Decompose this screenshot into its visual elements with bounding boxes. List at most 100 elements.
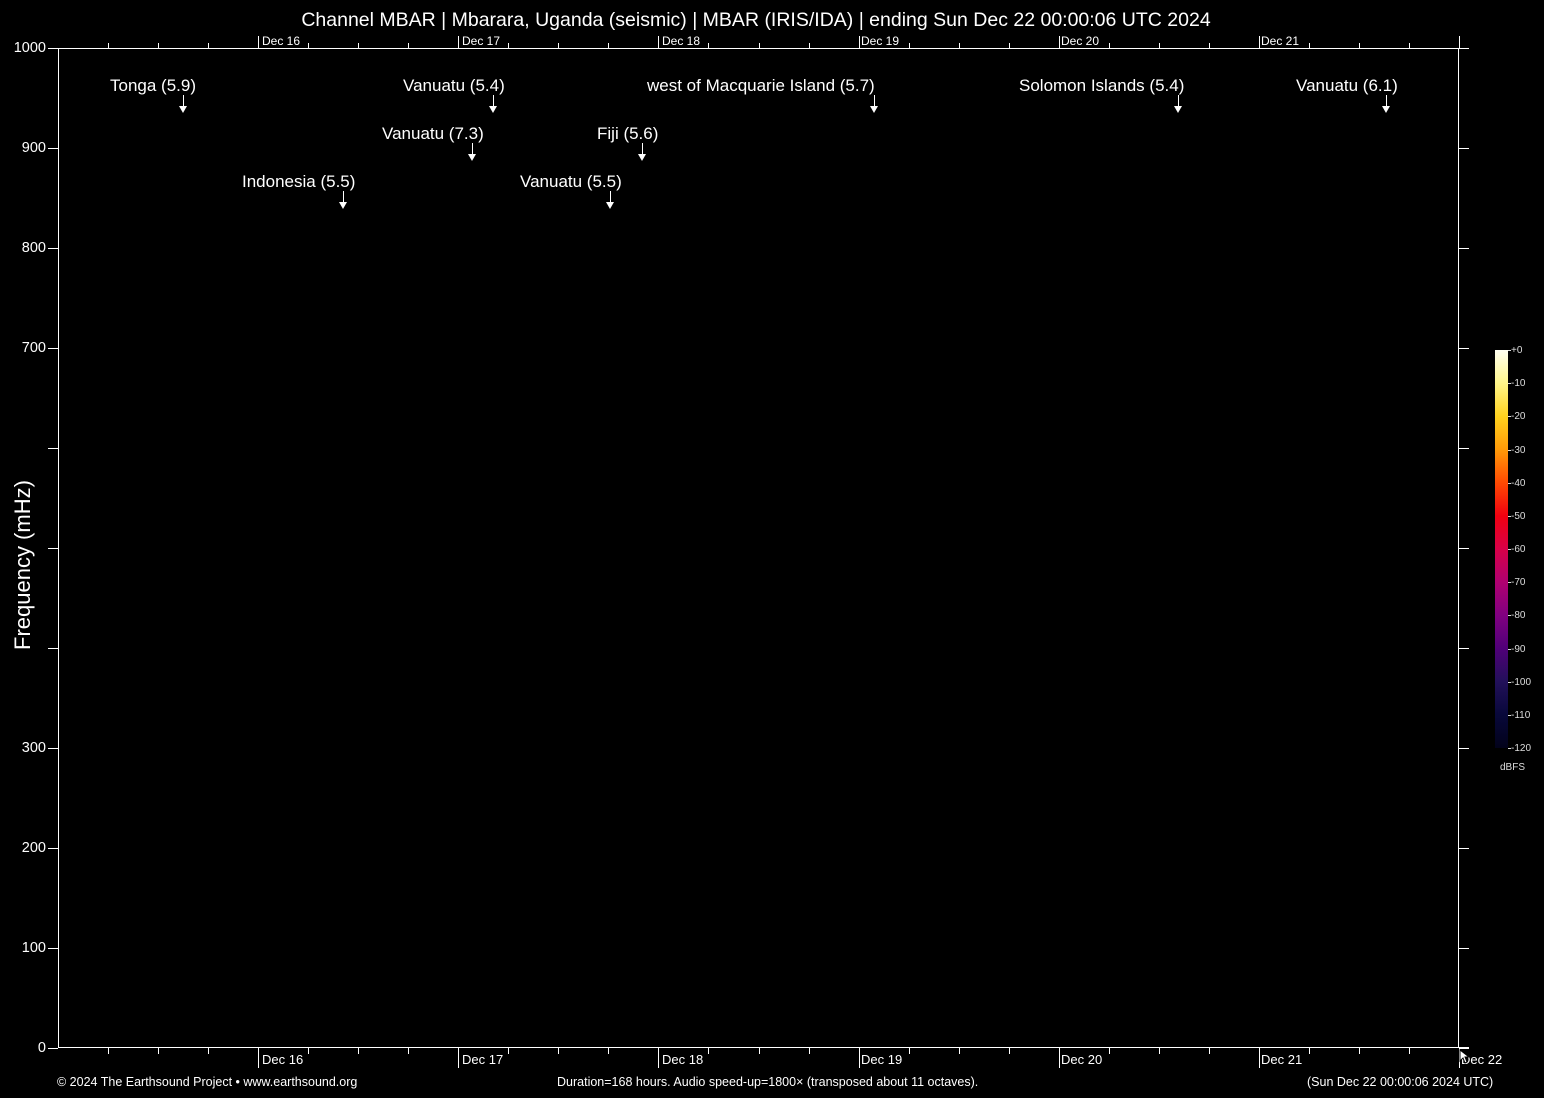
colorbar-tick	[1508, 549, 1511, 550]
top-minor-tick	[408, 43, 409, 48]
bottom-minor-tick	[558, 1048, 559, 1054]
chart-title: Channel MBAR | Mbarara, Uganda (seismic)…	[301, 9, 1211, 31]
earthquake-label: Vanuatu (5.4)	[403, 76, 505, 95]
annotation-arrow-stem	[610, 191, 611, 203]
annotation-arrow-stem	[343, 191, 344, 203]
bottom-minor-tick	[308, 1048, 309, 1054]
top-minor-tick	[508, 43, 509, 48]
colorbar-tick	[1508, 582, 1511, 583]
colorbar-tick-label: -60	[1511, 544, 1526, 555]
top-minor-tick	[108, 43, 109, 48]
bottom-minor-tick	[1309, 1048, 1310, 1054]
y-axis-label: 200	[21, 840, 46, 856]
top-major-tick	[658, 36, 659, 48]
bottom-minor-tick	[1409, 1048, 1410, 1054]
y-axis-title: Frequency (mHz)	[10, 480, 35, 650]
footer-end-timestamp: (Sun Dec 22 00:00:06 2024 UTC)	[1307, 1075, 1494, 1089]
y-axis-tick	[48, 348, 58, 349]
y-axis-tick	[48, 1048, 58, 1049]
bottom-minor-tick	[108, 1048, 109, 1054]
bottom-minor-tick	[508, 1048, 509, 1054]
bottom-minor-tick	[358, 1048, 359, 1054]
annotation-arrow-head-icon	[870, 106, 878, 113]
top-minor-tick	[208, 43, 209, 48]
bottom-minor-tick	[1159, 1048, 1160, 1054]
bottom-major-tick	[1059, 1048, 1060, 1068]
colorbar-unit-label: dBFS	[1500, 762, 1526, 773]
right-y-axis-tick	[1459, 148, 1469, 149]
bottom-minor-tick	[608, 1048, 609, 1054]
y-axis-tick	[48, 248, 58, 249]
top-major-tick	[1059, 36, 1060, 48]
top-minor-tick	[358, 43, 359, 48]
earthquake-label: Vanuatu (7.3)	[382, 124, 484, 143]
colorbar-tick	[1508, 748, 1511, 749]
bottom-major-tick	[658, 1048, 659, 1068]
colorbar-tick	[1508, 615, 1511, 616]
annotation-arrow-stem	[1386, 95, 1387, 107]
bottom-day-label: Dec 20	[1061, 1052, 1103, 1067]
bottom-day-label: Dec 19	[861, 1052, 903, 1067]
bottom-minor-tick	[158, 1048, 159, 1054]
y-axis-label: 1000	[13, 40, 46, 56]
bottom-minor-tick	[408, 1048, 409, 1054]
top-minor-tick	[1359, 43, 1360, 48]
y-axis-tick	[48, 848, 58, 849]
annotation-arrow-head-icon	[489, 106, 497, 113]
earthquake-label: Tonga (5.9)	[110, 76, 196, 95]
colorbar-tick	[1508, 383, 1511, 384]
top-day-label: Dec 17	[462, 34, 501, 48]
y-axis-label: 800	[21, 240, 46, 256]
right-y-axis-tick	[1459, 48, 1469, 49]
right-y-axis-tick	[1459, 448, 1469, 449]
right-y-axis-tick	[1459, 548, 1469, 549]
earthquake-label: Indonesia (5.5)	[242, 172, 356, 191]
annotation-arrow-head-icon	[1174, 106, 1182, 113]
bottom-minor-tick	[208, 1048, 209, 1054]
right-y-axis-tick	[1459, 948, 1469, 949]
earthquake-label: Fiji (5.6)	[597, 124, 659, 143]
right-y-axis-tick	[1459, 748, 1469, 749]
annotation-arrow-head-icon	[179, 106, 187, 113]
colorbar-tick-label: -90	[1511, 644, 1526, 655]
top-minor-tick	[158, 43, 159, 48]
footer-duration-info: Duration=168 hours. Audio speed-up=1800×…	[557, 1075, 979, 1089]
colorbar-tick	[1508, 682, 1511, 683]
y-axis-label: 0	[37, 1040, 46, 1056]
annotation-arrow-stem	[874, 95, 875, 107]
annotation-arrow-head-icon	[638, 154, 646, 161]
colorbar-tick-label: -80	[1511, 610, 1526, 621]
bottom-major-tick	[458, 1048, 459, 1068]
colorbar-tick-label: -120	[1511, 743, 1532, 754]
y-axis-label: 900	[21, 140, 46, 156]
bottom-day-label: Dec 18	[662, 1052, 704, 1067]
colorbar-tick	[1508, 516, 1511, 517]
bottom-minor-tick	[708, 1048, 709, 1054]
annotation-arrow-head-icon	[339, 202, 347, 209]
top-minor-tick	[1409, 43, 1410, 48]
top-minor-tick	[708, 43, 709, 48]
mouse-cursor-icon	[1459, 1049, 1471, 1064]
colorbar-tick-label: -30	[1511, 445, 1526, 456]
colorbar-tick	[1508, 416, 1511, 417]
colorbar-tick-label: -110	[1511, 710, 1531, 721]
y-axis-tick	[48, 548, 58, 549]
bottom-axis-line	[58, 1047, 1469, 1048]
y-axis-tick	[48, 148, 58, 149]
y-axis-label: 300	[21, 740, 46, 756]
colorbar-tick-label: -70	[1511, 577, 1526, 588]
annotation-arrow-head-icon	[1382, 106, 1390, 113]
top-major-tick	[458, 36, 459, 48]
colorbar-tick	[1508, 483, 1511, 484]
top-major-tick	[1459, 36, 1460, 48]
top-minor-tick	[759, 43, 760, 48]
spectrogram-plot-area	[58, 48, 1459, 1048]
earthquake-label: Solomon Islands (5.4)	[1019, 76, 1185, 95]
colorbar-gradient	[1495, 350, 1508, 748]
colorbar-tick	[1508, 715, 1511, 716]
annotation-arrow-stem	[642, 143, 643, 155]
annotation-arrow-head-icon	[468, 154, 476, 161]
top-axis-line	[58, 48, 1469, 49]
top-minor-tick	[1159, 43, 1160, 48]
bottom-minor-tick	[959, 1048, 960, 1054]
